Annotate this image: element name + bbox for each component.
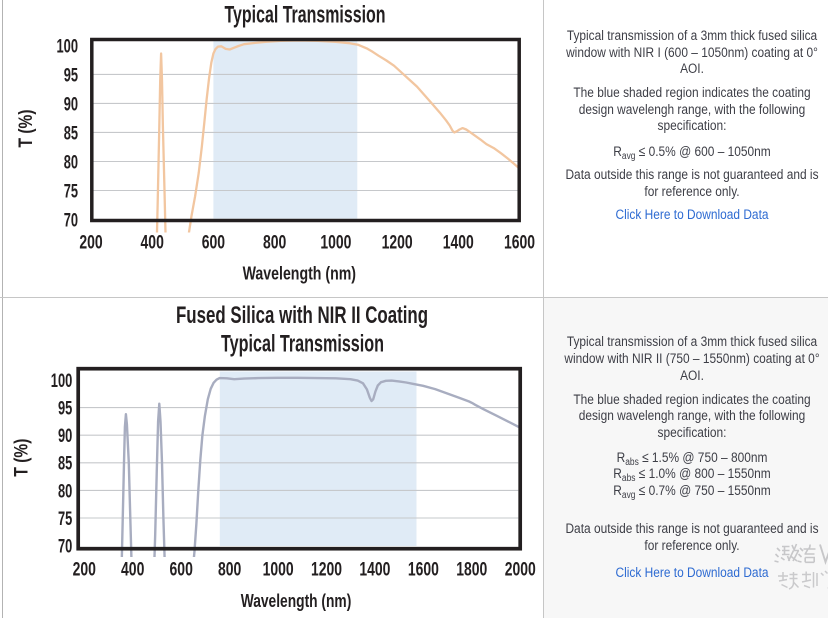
svg-text:1600: 1600 [408, 559, 439, 581]
svg-text:90: 90 [64, 93, 78, 115]
svg-text:400: 400 [141, 232, 164, 254]
svg-text:75: 75 [64, 180, 78, 202]
svg-text:70: 70 [64, 209, 78, 231]
svg-text:200: 200 [73, 559, 96, 581]
svg-text:85: 85 [58, 453, 72, 475]
svg-text:95: 95 [58, 398, 72, 420]
svg-text:600: 600 [170, 559, 193, 581]
svg-text:90: 90 [58, 425, 72, 447]
svg-text:1200: 1200 [382, 232, 413, 254]
svg-text:80: 80 [64, 151, 78, 173]
svg-text:100: 100 [57, 35, 79, 57]
svg-text:1800: 1800 [456, 559, 487, 581]
svg-text:800: 800 [263, 232, 286, 254]
svg-text:95: 95 [64, 64, 78, 86]
svg-text:600: 600 [202, 232, 225, 254]
svg-text:Wavelength (nm): Wavelength (nm) [241, 590, 352, 611]
svg-text:2000: 2000 [505, 559, 536, 581]
svg-text:100: 100 [51, 370, 73, 392]
svg-text:85: 85 [64, 122, 78, 144]
svg-text:Typical Transmission: Typical Transmission [221, 331, 384, 358]
svg-text:T (%): T (%) [10, 439, 32, 477]
svg-text:200: 200 [79, 232, 102, 254]
svg-text:1000: 1000 [263, 559, 294, 581]
svg-text:70: 70 [58, 536, 72, 558]
svg-text:75: 75 [58, 508, 72, 530]
svg-text:T (%): T (%) [15, 110, 37, 148]
svg-text:800: 800 [218, 559, 241, 581]
svg-text:1400: 1400 [443, 232, 474, 254]
svg-text:400: 400 [121, 559, 144, 581]
svg-text:Wavelength (nm): Wavelength (nm) [243, 263, 356, 284]
svg-text:80: 80 [58, 480, 72, 502]
svg-text:1400: 1400 [359, 559, 390, 581]
svg-text:1600: 1600 [504, 232, 535, 254]
svg-text:Typical Transmission: Typical Transmission [225, 2, 386, 29]
svg-text:Fused Silica with NIR II Coati: Fused Silica with NIR II Coating [176, 302, 428, 329]
svg-text:1000: 1000 [320, 232, 351, 254]
svg-text:1200: 1200 [311, 559, 342, 581]
